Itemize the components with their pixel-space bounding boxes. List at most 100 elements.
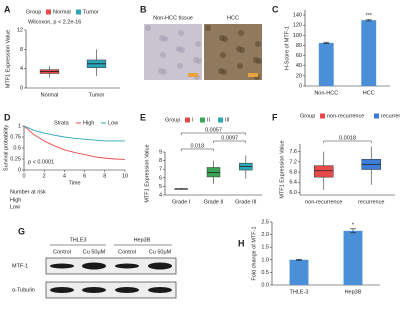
y-axis-label: Fold change of MTF-1: [251, 226, 257, 280]
band: [115, 263, 139, 269]
x-tick-label: Normal: [41, 92, 59, 98]
y-tick-label: 20: [296, 73, 302, 79]
annotation: Wilcoxon, p < 2.2e-16: [28, 19, 81, 25]
legend-swatch: [320, 113, 325, 119]
y-tick-label: 7: [159, 167, 162, 173]
annotation: p < 0.0001: [28, 159, 54, 165]
band: [50, 263, 74, 269]
y-tick-label: 6.4: [289, 180, 297, 186]
treatment-label: Cu 50μM: [83, 249, 106, 255]
texture: [236, 46, 242, 52]
legend-label: Tumor: [83, 9, 99, 15]
bar: [343, 230, 363, 285]
p-value: 0.0018: [339, 135, 356, 141]
legend-label: non-recurrence: [327, 113, 364, 119]
comparison-bracket: [213, 140, 247, 143]
x-tick-label: HCC: [363, 90, 375, 96]
band: [148, 287, 172, 293]
y-tick-label: 0.5: [261, 270, 269, 276]
y-tick-label: 12: [17, 27, 23, 33]
y-tick-label: 0.75: [10, 134, 21, 140]
table-row-label: Low: [10, 204, 20, 210]
treatment-label: Control: [118, 249, 136, 255]
survival-curve: [23, 125, 125, 142]
panel-label: G: [18, 226, 25, 236]
y-axis-label: H-Score of MTF-1: [284, 26, 290, 70]
y-tick-label: 7.6: [289, 149, 297, 155]
panel-label: C: [272, 4, 279, 14]
legend-label: recurrence: [381, 113, 400, 119]
legend-title: Group: [165, 117, 180, 123]
x-tick-label: 0: [22, 173, 25, 179]
y-tick-label: 1.0: [261, 257, 269, 263]
y-tick-label: 0: [18, 167, 21, 173]
panel-label: E: [140, 112, 146, 122]
legend-swatch: [185, 117, 190, 123]
blot-frame: [45, 281, 177, 299]
bar: [318, 42, 334, 86]
texture: [205, 25, 211, 31]
texture: [255, 41, 261, 47]
y-tick-label: 1: [18, 123, 21, 129]
panel-label: D: [4, 112, 11, 122]
treatment-label: Control: [53, 249, 71, 255]
table-row-label: High: [10, 197, 21, 203]
box: [206, 167, 221, 178]
x-tick-label: recurrence: [358, 199, 384, 205]
x-axis-label: Time: [68, 180, 80, 186]
cell-line-label: Hep3B: [134, 237, 151, 243]
texture: [193, 57, 199, 63]
band: [50, 287, 74, 293]
y-tick-label: 140: [293, 13, 302, 19]
x-tick-label: Tumor: [89, 92, 105, 98]
legend-swatch: [76, 9, 81, 15]
x-tick-label: 10: [122, 173, 128, 179]
survival-curve: [23, 125, 126, 160]
x-tick-label: Grade III: [235, 199, 257, 205]
band: [82, 287, 106, 293]
legend-swatch: [46, 9, 51, 15]
y-tick-label: 2.0: [261, 232, 269, 238]
texture: [220, 52, 226, 58]
tissue-image: [144, 24, 202, 80]
legend-swatch: [218, 117, 223, 123]
panel-label: A: [4, 4, 11, 14]
y-tick-label: 0.25: [10, 156, 21, 162]
x-tick-label: Grade II: [204, 199, 224, 205]
tissue-image: [204, 24, 262, 80]
texture: [218, 68, 224, 74]
texture: [253, 57, 259, 63]
x-tick-label: 2: [43, 173, 46, 179]
legend-title: Group: [300, 113, 315, 119]
y-tick-label: 4: [159, 192, 162, 198]
y-tick-label: 6: [159, 175, 162, 181]
y-tick-label: 60: [296, 53, 302, 59]
y-tick-label: 100: [293, 33, 302, 39]
panel-label: F: [272, 112, 278, 122]
legend-swatch: [200, 117, 205, 123]
scale-bar: [248, 73, 258, 77]
y-tick-label: 80: [296, 43, 302, 49]
image-label: HCC: [227, 15, 239, 21]
legend-label: High: [83, 120, 94, 126]
x-tick-label: Grade I: [172, 199, 191, 205]
band: [115, 287, 139, 293]
table-title: Number at risk: [10, 189, 46, 195]
texture: [195, 41, 201, 47]
texture: [237, 63, 243, 69]
error-bar: [350, 228, 356, 234]
y-tick-label: 1.5: [261, 245, 269, 251]
x-tick-label: THLE-3: [290, 289, 309, 295]
error-bar: [296, 258, 302, 261]
y-tick-label: 8: [20, 47, 23, 53]
x-tick-label: Hep3B: [345, 289, 362, 295]
legend-label: II: [207, 117, 211, 123]
texture: [145, 25, 151, 31]
p-value: 0.018: [190, 143, 204, 149]
y-axis-label: Survival probability: [3, 125, 9, 171]
box: [314, 165, 334, 178]
legend-label: III: [225, 117, 230, 123]
texture: [159, 35, 165, 41]
texture: [176, 46, 182, 52]
